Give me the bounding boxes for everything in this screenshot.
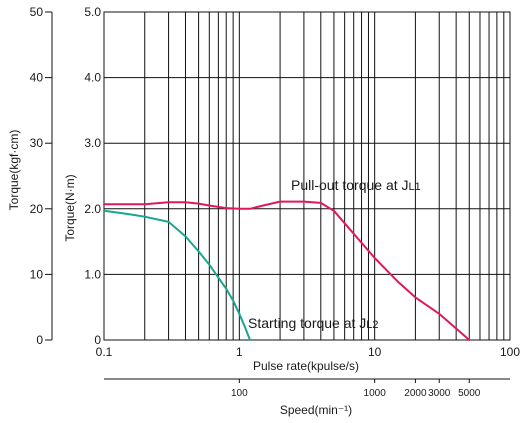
speed-tick-label: 1000 <box>364 388 387 399</box>
plot-grid <box>103 11 511 341</box>
speed-tick-label: 100 <box>231 388 248 399</box>
x-tick-label: 1 <box>236 345 243 359</box>
speed-tick-label: 2000 <box>404 388 427 399</box>
speed-axis-title: Speed(min⁻¹) <box>280 403 352 417</box>
speed-axis-ticks: 100 1000 2000 3000 5000 <box>231 379 481 399</box>
secondary-y-axis-title: Torque(kgf·cm) <box>7 130 21 211</box>
speed-tick-label: 5000 <box>458 388 481 399</box>
pull-out-torque-label: Pull-out torque at JL1 <box>291 177 421 193</box>
x-tick-label: 100 <box>500 345 520 359</box>
secondary-y-tick-label: 40 <box>30 71 44 85</box>
plot-series <box>103 200 471 341</box>
y-tick-label: 4.0 <box>84 71 101 85</box>
starting-label-sub: L2 <box>366 319 378 331</box>
y-tick-label: 0 <box>94 333 101 347</box>
secondary-y-tick-label: 0 <box>36 333 43 347</box>
y-tick-label: 3.0 <box>84 136 101 150</box>
secondary-y-ticks: 0 10 20 30 40 50 <box>30 5 52 347</box>
y-tick-label: 5.0 <box>84 5 101 19</box>
speed-tick-label: 3000 <box>428 388 451 399</box>
y-axis-title: Torque(N·m) <box>63 174 77 241</box>
pull-out-label-main: Pull-out torque at J <box>291 177 409 193</box>
pull-out-label-sub: L1 <box>409 181 421 193</box>
plot-frame <box>103 11 511 341</box>
starting-torque-line <box>103 209 251 341</box>
pull-out-torque-line <box>103 200 471 341</box>
y-tick-label: 1.0 <box>84 267 101 281</box>
secondary-y-tick-label: 10 <box>30 267 44 281</box>
tick-labels: 0 1.0 2.0 3.0 4.0 5.0 0.1 1 10 100 <box>84 5 520 359</box>
starting-torque-label: Starting torque at JL2 <box>248 315 379 331</box>
x-tick-label: 10 <box>368 345 382 359</box>
secondary-y-tick-label: 50 <box>30 5 44 19</box>
secondary-y-tick-label: 20 <box>30 202 44 216</box>
x-axis-title: Pulse rate(kpulse/s) <box>253 359 359 373</box>
starting-label-main: Starting torque at J <box>248 315 366 331</box>
y-tick-label: 2.0 <box>84 202 101 216</box>
secondary-y-tick-label: 30 <box>30 136 44 150</box>
x-tick-label: 0.1 <box>96 345 113 359</box>
